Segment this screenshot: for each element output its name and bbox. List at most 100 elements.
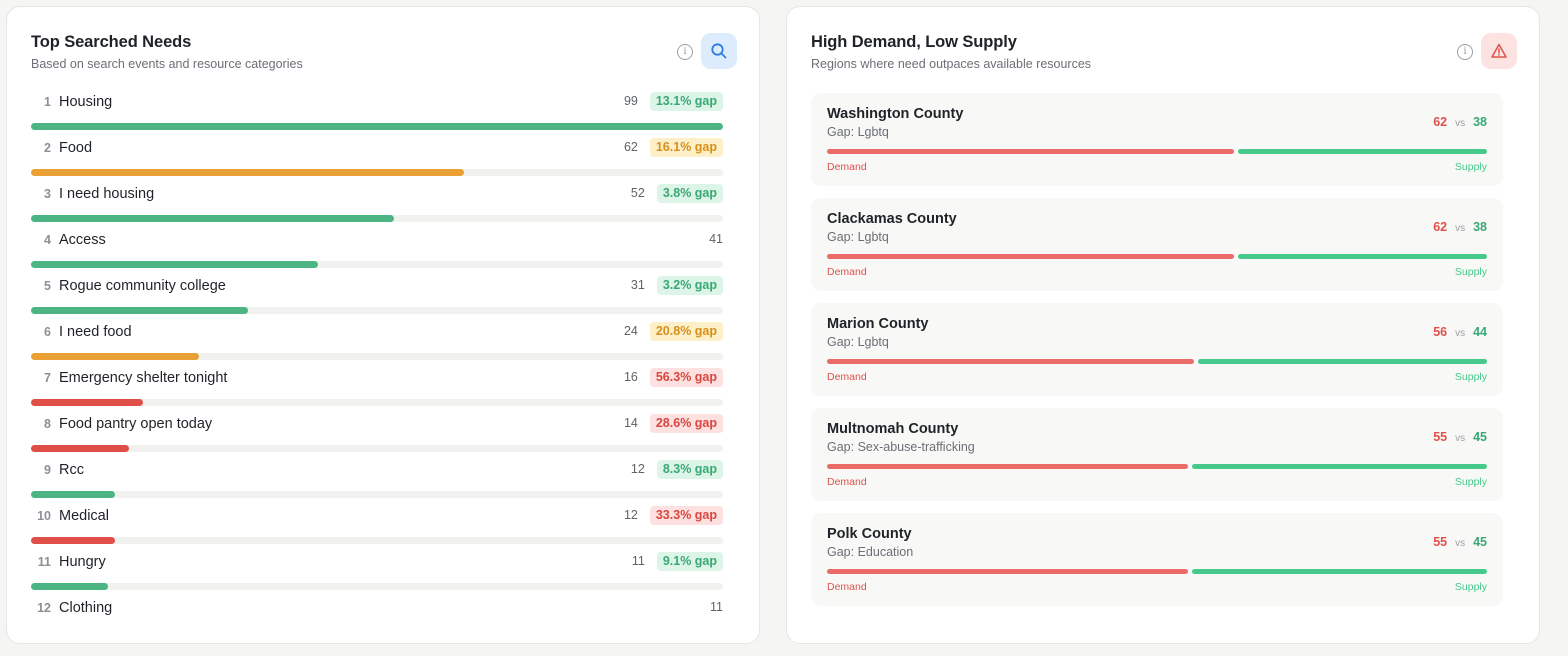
region-card[interactable]: Washington County Gap: Lgbtq 62 vs 38 Demand S… [811, 93, 1503, 186]
need-row[interactable]: 1 Housing 99 13.1% gap [31, 91, 723, 137]
gap-badge: 28.6% gap [649, 413, 723, 433]
demand-label: Demand [827, 161, 867, 173]
region-name: Washington County [827, 106, 964, 122]
need-row[interactable]: 12 Clothing 11 [31, 597, 723, 643]
need-progress-fill [31, 491, 115, 498]
demand-bar [827, 149, 1234, 154]
demand-bar [827, 464, 1188, 469]
need-label: Rcc [59, 462, 84, 478]
need-progress-fill [31, 537, 115, 544]
need-stats: 12 33.3% gap [624, 505, 723, 525]
need-count: 11 [710, 600, 723, 614]
need-label: Medical [59, 508, 109, 524]
demand-supply-bar [827, 254, 1487, 259]
need-row[interactable]: 3 I need housing 52 3.8% gap [31, 183, 723, 229]
need-stats: 41 [709, 229, 723, 249]
card-title: Top Searched Needs [31, 33, 192, 51]
need-label: I need food [59, 324, 132, 340]
need-progress-track [31, 353, 723, 360]
alert-button[interactable] [1481, 33, 1517, 69]
need-progress-track [31, 123, 723, 130]
need-progress-fill [31, 445, 129, 452]
need-row[interactable]: 6 I need food 24 20.8% gap [31, 321, 723, 367]
need-list: 1 Housing 99 13.1% gap 2 Food 62 16.1% gap 3 I ne… [31, 91, 723, 643]
demand-supply-bar [827, 569, 1487, 574]
need-count: 41 [709, 232, 723, 246]
need-row[interactable]: 9 Rcc 12 8.3% gap [31, 459, 723, 505]
need-rank: 2 [44, 141, 51, 155]
need-stats: 11 9.1% gap [632, 551, 723, 571]
region-gap: Gap: Education [827, 545, 914, 559]
need-progress-track [31, 583, 723, 590]
need-progress-fill [31, 353, 199, 360]
region-card[interactable]: Polk County Gap: Education 55 vs 45 Demand Sup… [811, 513, 1503, 606]
gap-badge: 3.8% gap [656, 183, 723, 203]
need-progress-track [31, 537, 723, 544]
card-header: Top Searched Needs Based on search event… [31, 33, 737, 83]
need-label: Rogue community college [59, 278, 226, 294]
supply-label: Supply [1454, 266, 1487, 278]
search-button[interactable] [701, 33, 737, 69]
vs-label: vs [1455, 118, 1466, 129]
region-card[interactable]: Multnomah County Gap: Sex-abuse-trafficki… [811, 408, 1503, 501]
need-rank: 11 [37, 555, 51, 569]
supply-label: Supply [1454, 476, 1487, 488]
high-demand-low-supply-card: High Demand, Low Supply Regions where ne… [786, 6, 1540, 644]
supply-label: Supply [1454, 371, 1487, 383]
supply-label: Supply [1454, 161, 1487, 173]
need-rank: 9 [44, 463, 51, 477]
vs-label: vs [1455, 223, 1466, 234]
region-card[interactable]: Marion County Gap: Lgbtq 56 vs 44 Demand Suppl… [811, 303, 1503, 396]
supply-score: 44 [1473, 325, 1487, 339]
region-score: 56 vs 44 [1433, 325, 1487, 339]
need-rank: 12 [37, 601, 51, 615]
info-icon[interactable]: i [677, 44, 693, 60]
need-progress-track [31, 261, 723, 268]
supply-score: 38 [1473, 220, 1487, 234]
need-rank: 4 [44, 233, 51, 247]
info-icon[interactable]: i [1457, 44, 1473, 60]
need-row[interactable]: 11 Hungry 11 9.1% gap [31, 551, 723, 597]
need-stats: 62 16.1% gap [624, 137, 723, 157]
vs-label: vs [1455, 433, 1466, 444]
need-row[interactable]: 7 Emergency shelter tonight 16 56.3% gap [31, 367, 723, 413]
warning-icon [1491, 43, 1507, 58]
supply-bar [1191, 569, 1487, 574]
need-progress-fill [31, 123, 723, 130]
need-stats: 31 3.2% gap [631, 275, 723, 295]
supply-score: 45 [1473, 535, 1487, 549]
gap-badge: 20.8% gap [649, 321, 723, 341]
region-score: 62 vs 38 [1433, 115, 1487, 129]
demand-supply-bar [827, 149, 1487, 154]
need-row[interactable]: 8 Food pantry open today 14 28.6% gap [31, 413, 723, 459]
region-score: 55 vs 45 [1433, 535, 1487, 549]
region-name: Multnomah County [827, 421, 959, 437]
need-label: Access [59, 232, 106, 248]
need-count: 12 [630, 462, 645, 476]
region-name: Clackamas County [827, 211, 957, 227]
need-count: 52 [630, 186, 645, 200]
need-label: Hungry [59, 554, 106, 570]
search-icon [711, 43, 727, 59]
demand-score: 62 [1433, 220, 1448, 234]
region-name: Polk County [827, 526, 912, 542]
need-progress-track [31, 445, 723, 452]
need-row[interactable]: 5 Rogue community college 31 3.2% gap [31, 275, 723, 321]
gap-badge: 9.1% gap [656, 551, 723, 571]
need-row[interactable]: 4 Access 41 [31, 229, 723, 275]
region-gap: Gap: Sex-abuse-trafficking [827, 440, 975, 454]
region-card[interactable]: Clackamas County Gap: Lgbtq 62 vs 38 Demand Su… [811, 198, 1503, 291]
demand-label: Demand [827, 371, 867, 383]
top-searched-needs-card: Top Searched Needs Based on search event… [6, 6, 760, 644]
region-name: Marion County [827, 316, 929, 332]
need-count: 16 [623, 370, 638, 384]
need-row[interactable]: 2 Food 62 16.1% gap [31, 137, 723, 183]
need-progress-fill [31, 399, 143, 406]
region-gap: Gap: Lgbtq [827, 230, 889, 244]
need-progress-track [31, 491, 723, 498]
need-stats: 16 56.3% gap [624, 367, 723, 387]
demand-supply-bar [827, 359, 1487, 364]
need-row[interactable]: 10 Medical 12 33.3% gap [31, 505, 723, 551]
region-gap: Gap: Lgbtq [827, 125, 889, 139]
need-label: Emergency shelter tonight [59, 370, 228, 386]
